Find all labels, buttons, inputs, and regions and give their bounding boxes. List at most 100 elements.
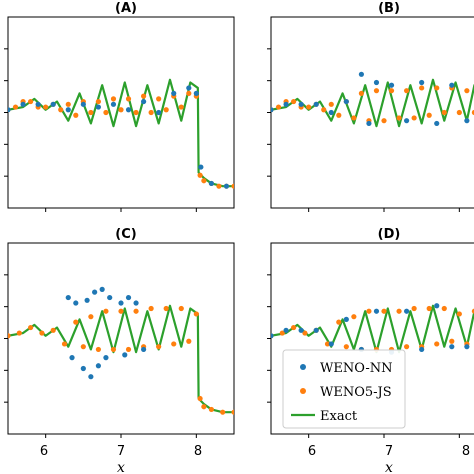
data-point-weno5-js [156,96,162,102]
plot-frame [7,16,235,209]
data-point-weno5-js [133,308,139,314]
data-point-weno5-js [28,324,34,331]
data-point-weno-nn [343,316,349,322]
data-point-weno-nn [95,363,101,369]
data-point-weno5-js [39,330,45,336]
data-point-weno-nn [198,164,204,170]
data-point-weno5-js [464,88,470,94]
data-point-weno5-js [449,338,455,344]
data-point-weno5-js [351,314,357,320]
data-point-weno-nn [110,101,117,107]
data-point-weno5-js [396,308,402,314]
data-point-weno5-js [373,88,380,94]
data-point-weno-nn [366,120,372,127]
data-point-weno5-js [441,109,447,116]
data-point-weno-nn [419,79,425,86]
data-point-weno5-js [50,327,56,333]
plot-area [4,48,234,212]
data-point-weno5-js [65,101,71,107]
data-point-weno-nn [80,101,86,107]
data-point-weno-nn [156,109,162,116]
legend-label: Exact [320,409,358,424]
data-point-weno5-js [103,109,109,116]
x-tick-label: 6 [40,444,48,459]
data-point-weno5-js [231,409,234,415]
data-point-weno5-js [426,305,432,312]
data-point-weno-nn [283,101,289,107]
data-point-weno-nn [449,82,455,88]
data-point-weno5-js [434,85,440,91]
data-point-weno5-js [193,311,199,317]
panel-title: (D) [378,227,401,242]
data-point-weno5-js [291,324,297,331]
data-point-weno5-js [186,90,192,96]
data-point-weno5-js [336,319,342,325]
data-point-weno5-js [208,406,214,413]
data-point-weno-nn [328,341,334,347]
data-point-weno5-js [110,96,117,102]
data-point-weno5-js [411,115,417,121]
data-point-weno5-js [88,314,94,320]
data-point-weno-nn [73,300,79,306]
series-group [8,78,234,189]
data-point-weno-nn [103,355,109,361]
panel-c: (C) 6 7 8 x [4,227,235,474]
panel-title: (A) [115,1,137,16]
data-point-weno-nn [449,344,455,350]
data-point-weno5-js [133,109,139,116]
data-point-weno5-js [80,344,86,350]
x-tick-label: 7 [117,444,125,459]
legend-label: WENO5-JS [320,385,392,400]
data-point-weno5-js [343,344,349,350]
plot-area [267,48,474,212]
data-point-weno5-js [178,305,184,312]
data-point-weno-nn [298,101,304,107]
data-point-weno5-js [148,305,154,312]
data-point-weno5-js [396,115,402,121]
data-point-weno-nn [186,85,192,91]
data-point-weno5-js [404,88,410,94]
legend-marker-weno5-js [300,388,306,394]
data-point-weno-nn [88,374,94,380]
data-point-weno-nn [107,294,113,301]
data-point-weno5-js [456,311,462,317]
data-point-weno5-js [88,109,94,116]
data-point-weno5-js [141,93,147,99]
data-point-weno-nn [92,289,98,295]
data-point-weno5-js [220,409,226,415]
panel-b: (B) [267,1,474,212]
data-point-weno5-js [201,178,207,184]
data-point-weno5-js [201,404,207,410]
data-point-weno5-js [471,308,474,314]
x-axis-label: x [117,460,125,474]
data-point-weno5-js [336,112,342,118]
data-point-weno-nn [404,118,410,124]
data-point-weno-nn [373,308,380,314]
x-tick-label: 8 [194,444,202,459]
data-point-weno5-js [231,183,234,189]
data-point-weno-nn [193,90,199,96]
data-point-weno5-js [275,104,282,110]
data-point-weno5-js [388,88,395,94]
panel-d: (D) 6 7 8 x WENO-NN WENO5-JS Exact [267,227,474,474]
data-point-weno5-js [441,305,447,312]
data-point-weno-nn [69,355,75,361]
legend-marker-weno-nn [300,364,306,370]
series-line-exact [271,78,474,128]
data-point-weno5-js [118,308,124,314]
data-point-weno5-js [197,395,203,402]
data-point-weno5-js [95,98,101,105]
data-point-weno-nn [313,327,319,333]
series-line-exact [8,78,234,188]
data-point-weno5-js [178,104,184,110]
data-point-weno5-js [156,344,162,350]
data-point-weno-nn [328,109,334,116]
data-point-weno5-js [279,330,285,336]
data-point-weno5-js [118,107,124,113]
data-point-weno5-js [148,109,154,116]
data-point-weno5-js [58,107,64,113]
data-point-weno-nn [223,183,230,189]
data-point-weno5-js [163,305,169,312]
data-point-weno-nn [65,107,71,113]
data-point-weno5-js [358,90,364,96]
